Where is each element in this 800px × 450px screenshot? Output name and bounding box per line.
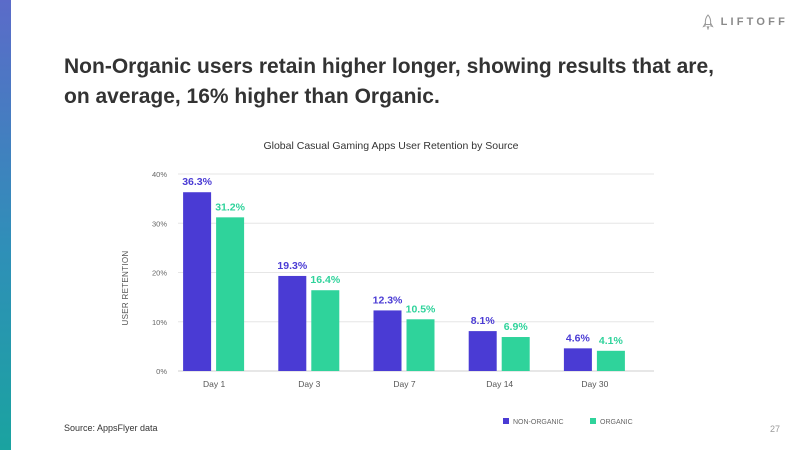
non-organic-bar bbox=[468, 331, 497, 371]
organic-value-label: 4.1% bbox=[599, 335, 624, 347]
x-tick-label: Day 3 bbox=[298, 379, 320, 389]
organic-bar bbox=[311, 290, 340, 371]
chart-title: Global Casual Gaming Apps User Retention… bbox=[263, 140, 518, 152]
organic-bar bbox=[216, 217, 245, 371]
organic-value-label: 6.9% bbox=[504, 321, 529, 333]
organic-value-label: 10.5% bbox=[406, 303, 436, 315]
y-tick-label: 10% bbox=[152, 318, 167, 327]
organic-bar bbox=[501, 337, 530, 371]
x-tick-label: Day 1 bbox=[203, 379, 225, 389]
non-organic-bar bbox=[563, 348, 592, 371]
non-organic-value-label: 19.3% bbox=[277, 260, 307, 272]
y-tick-label: 40% bbox=[152, 170, 167, 179]
brand-logo: LIFTOFF bbox=[701, 14, 788, 30]
rocket-icon bbox=[701, 14, 714, 30]
non-organic-value-label: 8.1% bbox=[471, 315, 496, 327]
y-axis-label: USER RETENTION bbox=[121, 251, 130, 326]
organic-bar bbox=[596, 350, 625, 371]
y-tick-label: 0% bbox=[156, 367, 167, 376]
non-organic-bar bbox=[373, 310, 402, 371]
legend-swatch-organic bbox=[590, 418, 596, 424]
non-organic-value-label: 12.3% bbox=[373, 294, 403, 306]
organic-bar bbox=[406, 319, 435, 371]
non-organic-bar bbox=[183, 192, 212, 371]
y-tick-label: 30% bbox=[152, 219, 167, 228]
side-accent-bar bbox=[0, 0, 11, 450]
legend-label-non-organic: NON-ORGANIC bbox=[513, 419, 564, 426]
source-note: Source: AppsFlyer data bbox=[64, 423, 158, 433]
x-tick-label: Day 30 bbox=[581, 379, 608, 389]
non-organic-value-label: 36.3% bbox=[182, 176, 212, 188]
legend-swatch-non-organic bbox=[503, 418, 509, 424]
headline-line-2: on average, 16% higher than Organic. bbox=[64, 85, 440, 108]
organic-value-label: 16.4% bbox=[310, 274, 340, 286]
page-headline: Non-Organic users retain higher longer, … bbox=[64, 52, 764, 112]
non-organic-value-label: 4.6% bbox=[566, 332, 591, 344]
organic-value-label: 31.2% bbox=[215, 201, 245, 213]
x-tick-label: Day 14 bbox=[486, 379, 513, 389]
y-tick-label: 20% bbox=[152, 269, 167, 278]
legend-label-organic: ORGANIC bbox=[600, 419, 633, 426]
non-organic-bar bbox=[278, 275, 307, 371]
x-tick-label: Day 7 bbox=[393, 379, 415, 389]
page-number: 27 bbox=[769, 424, 780, 434]
headline-line-1: Non-Organic users retain higher longer, … bbox=[64, 55, 714, 78]
brand-logo-text: LIFTOFF bbox=[720, 16, 788, 28]
